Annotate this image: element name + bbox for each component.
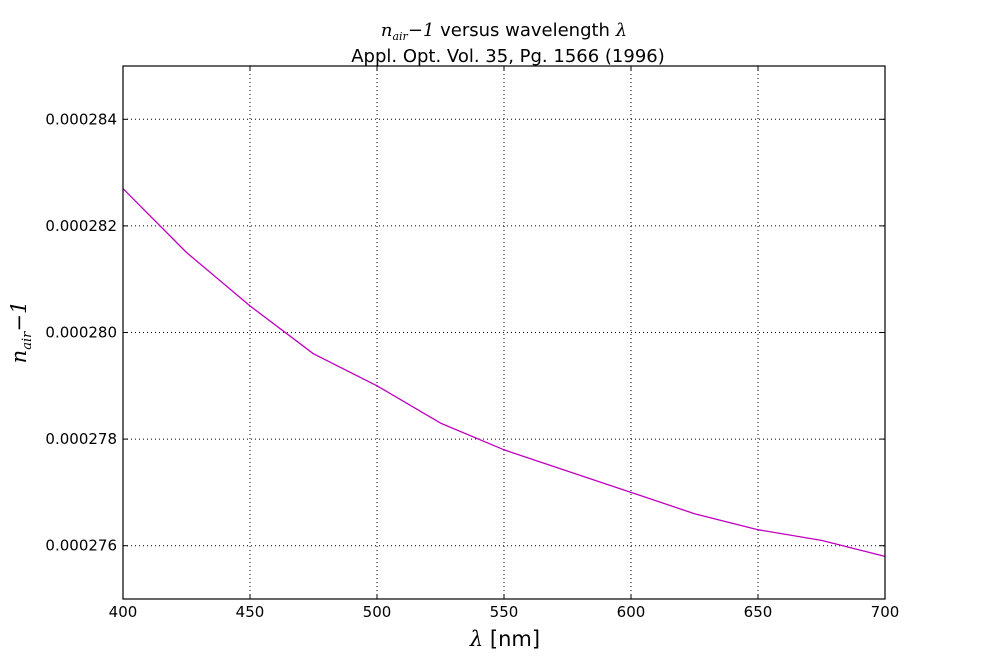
chart-title-line2: Appl. Opt. Vol. 35, Pg. 1566 (1996) (351, 46, 665, 67)
y-axis-math-n: n (7, 350, 31, 364)
title-math-suffix: −1 (408, 20, 435, 41)
y-axis-label: nair−1 (7, 301, 35, 364)
y-tick-label: 0.000282 (45, 217, 117, 235)
chart-title-line1: nair−1 versus wavelength λ (381, 20, 627, 43)
ticks: 400 450 500 550 600 650 700 0.000276 0.000278 0.0… (45, 66, 899, 621)
y-axis-math-suffix: −1 (7, 301, 31, 332)
title-math-lambda: λ (615, 20, 627, 41)
grid (123, 66, 885, 599)
x-tick-label: 700 (871, 603, 900, 621)
title-text: versus wavelength (434, 20, 615, 41)
x-tick-label: 450 (236, 603, 265, 621)
y-tick-label: 0.000276 (45, 537, 117, 555)
x-axis-label: λ [nm] (469, 627, 540, 651)
series-line (122, 188, 886, 558)
x-tick-label: 550 (490, 603, 519, 621)
y-tick-label: 0.000280 (45, 324, 117, 342)
y-tick-label: 0.000278 (45, 430, 117, 448)
x-tick-label: 650 (744, 603, 773, 621)
y-tick-label: 0.000284 (45, 110, 117, 128)
title-math-subscript: air (392, 30, 408, 43)
x-axis-lambda: λ (469, 627, 483, 651)
x-tick-label: 400 (109, 603, 138, 621)
y-axis-math-subscript: air (20, 331, 35, 350)
title-math-n: n (381, 20, 393, 41)
x-tick-label: 600 (617, 603, 646, 621)
x-tick-label: 500 (363, 603, 392, 621)
x-axis-unit: [nm] (483, 627, 540, 651)
series-layer (122, 188, 886, 558)
